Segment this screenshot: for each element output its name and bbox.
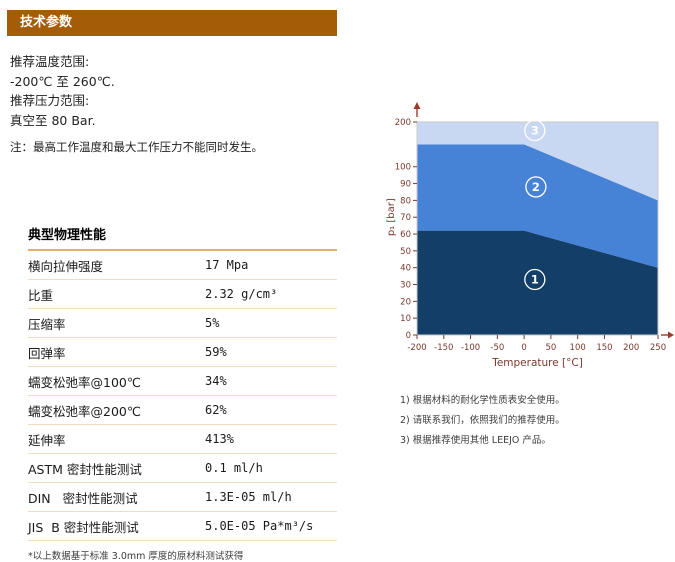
x-tick-label: -100 [461, 343, 480, 353]
table-row: ASTM 密封性能测试 0.1 ml/h [28, 454, 337, 483]
x-tick-label: 200 [623, 343, 639, 353]
y-tick-label: 70 [400, 213, 411, 223]
table-row: 压缩率 5% [28, 309, 337, 338]
property-value: 34% [205, 374, 227, 388]
property-value: 62% [205, 403, 227, 417]
x-tick-label: 0 [521, 343, 526, 353]
property-name: 延伸率 [28, 432, 66, 448]
table-row: JIS B 密封性能测试 5.0E-05 Pa*m³/s [28, 512, 337, 541]
y-tick-label: 200 [395, 118, 411, 128]
y-tick-label: 100 [395, 163, 411, 173]
y-tick-label: 60 [400, 230, 411, 240]
chart-footnote: 1) 根据材料的耐化学性质表安全使用。 [400, 395, 565, 406]
y-tick-label: 90 [400, 180, 411, 190]
property-value: 1.3E-05 ml/h [205, 490, 292, 504]
section-header-bar: 技术参数 [7, 10, 337, 36]
intro-text: 推荐温度范围: -200℃ 至 260℃. 推荐压力范围: 真空至 80 Bar… [10, 52, 115, 130]
region-1-label: 1 [531, 272, 539, 286]
region-1-badge [524, 268, 546, 291]
property-name: JIS B 密封性能测试 [28, 519, 139, 535]
x-tick-label: -50 [490, 343, 504, 353]
x-tick-label: -150 [434, 343, 453, 353]
x-tick-label: 50 [545, 343, 556, 353]
x-tick-label: 150 [596, 343, 612, 353]
chart-footnotes: 1) 根据材料的耐化学性质表安全使用。 2) 请联系我们，依照我们的推荐使用。 … [400, 391, 565, 451]
intro-line: 真空至 80 Bar. [10, 112, 96, 128]
x-tick-label: 100 [570, 343, 586, 353]
property-name: DIN 密封性能测试 [28, 490, 138, 506]
table-row: 回弹率 59% [28, 338, 337, 367]
physical-properties-table: 典型物理性能 横向拉伸强度 17 Mpa 比重 2.32 g/cm³ 压缩率 5% 回弹率 5… [28, 224, 337, 562]
property-value: 5.0E-05 Pa*m³/s [205, 519, 314, 533]
y-axis-label: p₁ [bar] [386, 198, 397, 236]
table-title: 典型物理性能 [28, 224, 337, 251]
property-name: 蠕变松弛率@100℃ [28, 374, 141, 390]
y-tick-label: 40 [400, 264, 411, 274]
warning-note: 注：最高工作温度和最大工作压力不能同时发生。 [10, 140, 263, 154]
region-3-badge [524, 119, 546, 142]
property-name: 蠕变松弛率@200℃ [28, 403, 141, 419]
table-footnote: *以上数据基于标准 3.0mm 厚度的原材料测试获得 [28, 551, 244, 562]
chart-footnote: 2) 请联系我们，依照我们的推荐使用。 [400, 415, 565, 426]
region-3-area [417, 122, 658, 201]
chart-footnote: 3) 根据推荐使用其他 LEEJO 产品。 [400, 435, 551, 446]
x-axis-label: Temperature [°C] [491, 357, 583, 369]
plot-border [416, 121, 659, 336]
x-tick-label: -200 [407, 343, 426, 353]
y-tick-label: 0 [406, 331, 411, 341]
intro-line: 推荐温度范围: [10, 54, 90, 69]
intro-line: 推荐压力范围: [10, 93, 90, 108]
property-name: 回弹率 [28, 345, 66, 361]
property-value: 413% [205, 432, 234, 446]
property-name: 横向拉伸强度 [28, 258, 104, 274]
region-3-label: 3 [531, 123, 539, 137]
y-tick-label: 10 [400, 314, 411, 324]
table-body: 横向拉伸强度 17 Mpa 比重 2.32 g/cm³ 压缩率 5% 回弹率 59% 蠕变松弛率… [28, 251, 337, 541]
y-tick-label: 80 [400, 196, 411, 206]
property-value: 2.32 g/cm³ [205, 287, 278, 301]
table-row: DIN 密封性能测试 1.3E-05 ml/h [28, 483, 337, 512]
x-axis-arrow-icon [668, 331, 674, 339]
table-row: 蠕变松弛率@100℃ 34% [28, 367, 337, 396]
property-name: 压缩率 [28, 316, 66, 332]
region-2-area [417, 144, 658, 268]
property-value: 0.1 ml/h [205, 461, 263, 475]
y-axis-arrow-icon [413, 102, 421, 109]
property-name: ASTM 密封性能测试 [28, 461, 142, 477]
property-value: 59% [205, 345, 227, 359]
table-row: 蠕变松弛率@200℃ 62% [28, 396, 337, 425]
y-tick-label: 20 [400, 297, 411, 307]
region-2-badge [525, 176, 547, 198]
property-value: 17 Mpa [205, 258, 249, 272]
intro-line: -200℃ 至 260℃. [10, 73, 115, 89]
table-row: 比重 2.32 g/cm³ [28, 280, 337, 309]
region-2-label: 2 [532, 180, 540, 194]
property-name: 比重 [28, 287, 54, 303]
y-tick-label: 30 [400, 281, 411, 291]
property-value: 5% [205, 316, 220, 330]
region-1-area [417, 230, 658, 335]
x-tick-label: 250 [650, 343, 666, 353]
y-tick-label: 50 [400, 247, 411, 257]
pressure-temperature-chart: 0 10 20 30 40 50 60 70 80 90 100 200 -200 -150 -100 -50… [385, 95, 675, 375]
table-row: 延伸率 413% [28, 425, 337, 454]
page-title: 技术参数 [20, 15, 73, 30]
table-row: 横向拉伸强度 17 Mpa [28, 251, 337, 280]
